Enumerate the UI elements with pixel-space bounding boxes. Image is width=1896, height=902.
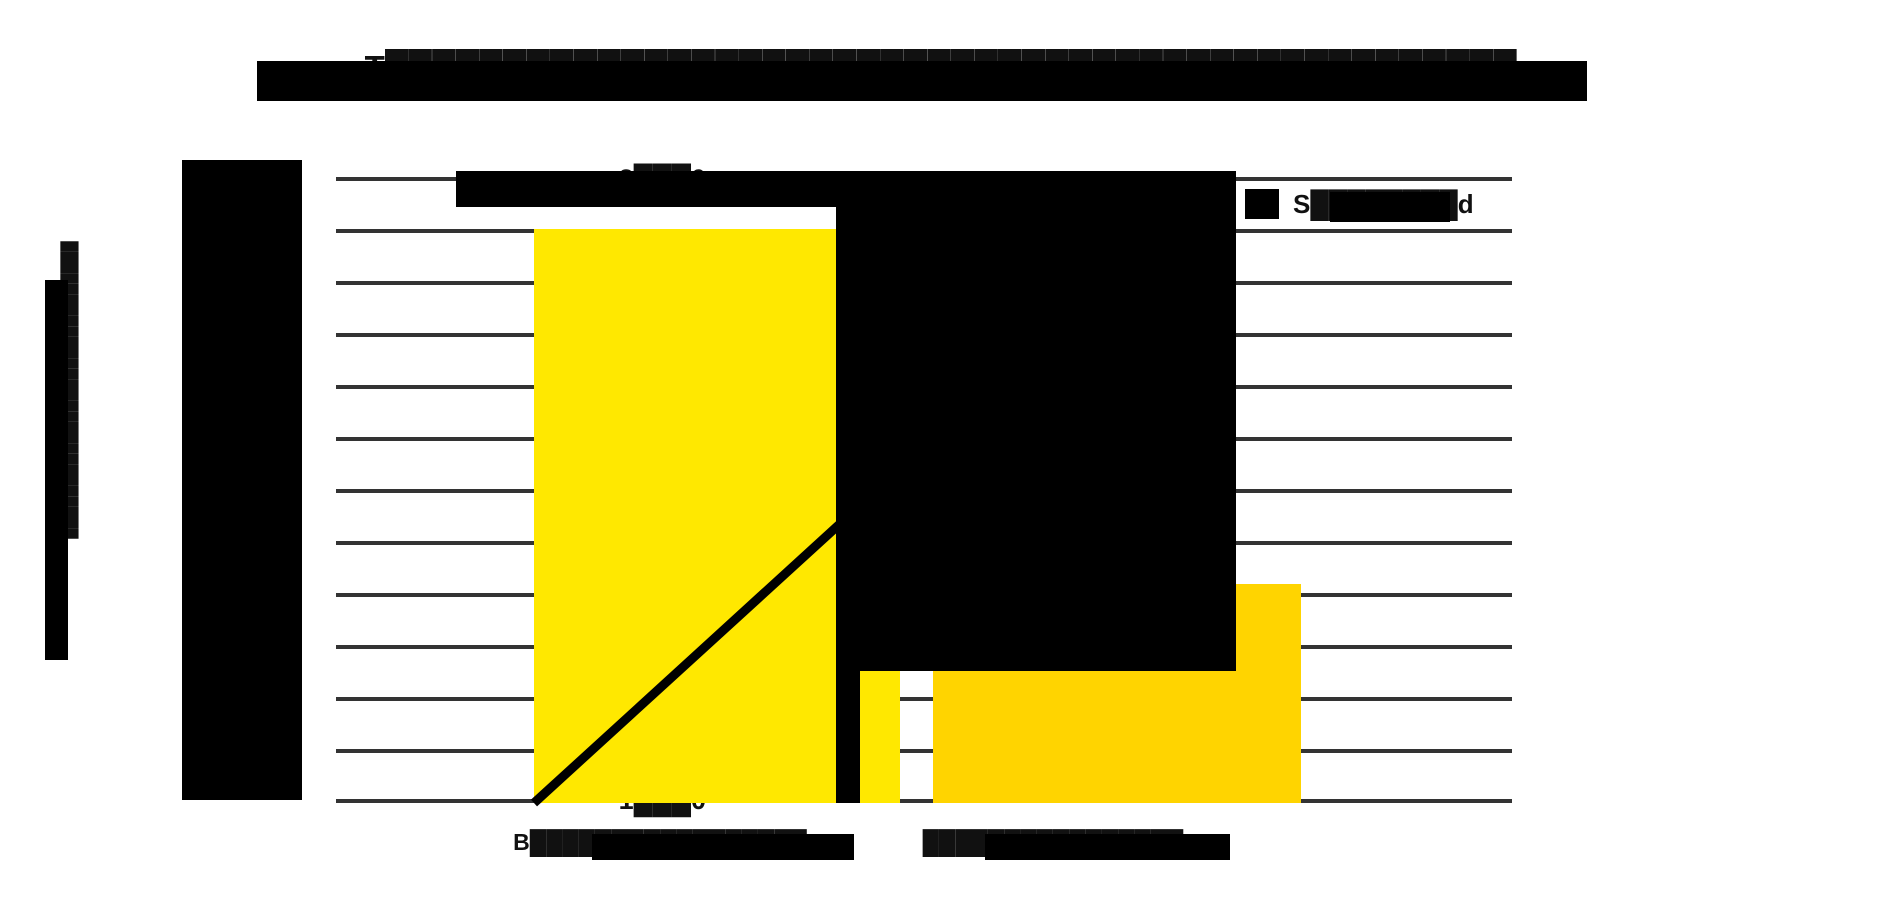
title-redaction-bar bbox=[257, 61, 1587, 101]
gridline bbox=[336, 697, 1512, 701]
plot-area bbox=[336, 171, 1512, 807]
gridline bbox=[336, 749, 1512, 753]
x-tick-label-2-redaction-bar bbox=[985, 834, 1230, 860]
y-axis-title-redaction-bar bbox=[45, 280, 68, 660]
plot-redaction-stem bbox=[836, 477, 860, 803]
x-tick-label-1-redaction-bar bbox=[592, 834, 854, 860]
legend-swatch-icon bbox=[1245, 189, 1279, 219]
gridline bbox=[336, 799, 1512, 803]
plot-redaction-block bbox=[836, 171, 1236, 671]
y-tick-labels-redaction-bar bbox=[182, 160, 302, 800]
legend-redaction-bar bbox=[1330, 192, 1450, 222]
